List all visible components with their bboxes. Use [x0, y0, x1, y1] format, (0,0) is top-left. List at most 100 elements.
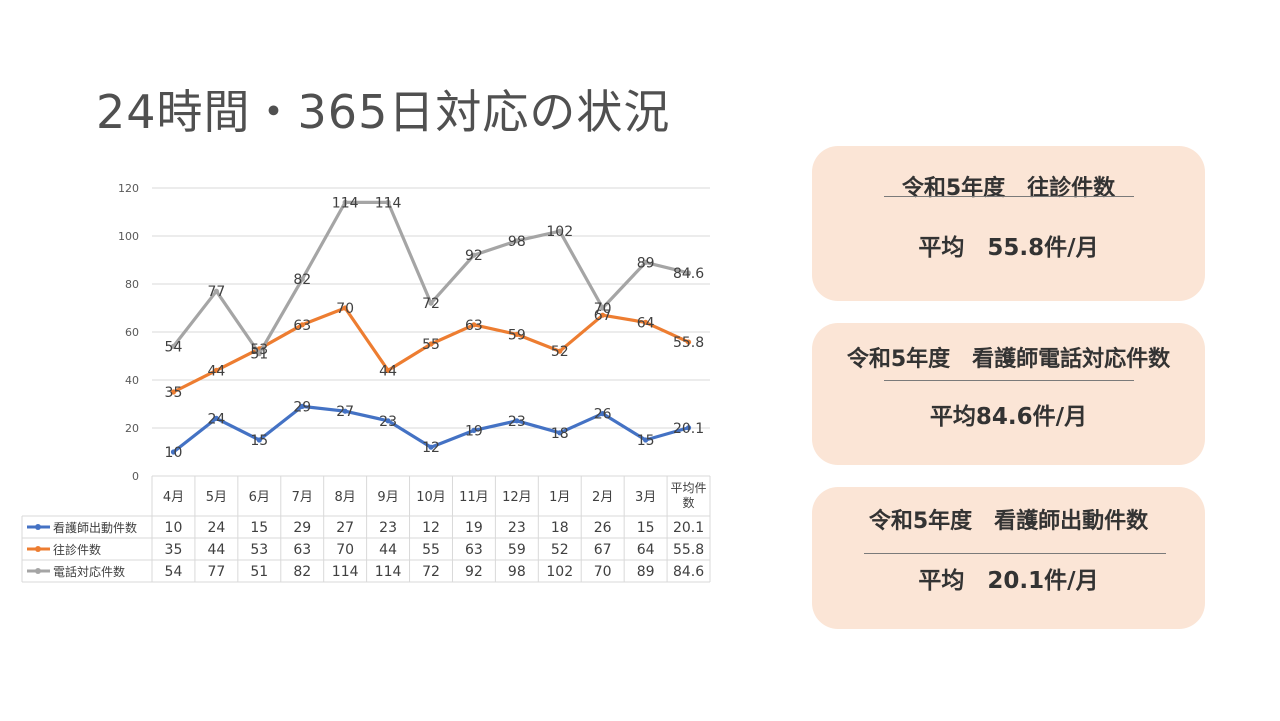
data-point [514, 418, 520, 424]
data-label: 114 [332, 195, 359, 211]
table-cell-value: 92 [465, 564, 483, 580]
data-label: 26 [594, 407, 612, 423]
data-point [600, 305, 606, 311]
data-point [170, 389, 177, 395]
table-cell-value: 26 [594, 520, 612, 536]
data-label: 44 [207, 363, 225, 379]
table-cell-value: 84.6 [673, 564, 704, 580]
data-point [299, 322, 305, 328]
table-cell-value: 23 [379, 520, 397, 536]
data-point [213, 288, 219, 294]
data-label: 72 [422, 296, 440, 312]
category-label: 8月 [335, 490, 356, 505]
data-label: 53 [250, 342, 268, 358]
house-call-card: 令和5年度 往診件数 平均 55.8件/月 [812, 146, 1205, 301]
page-title: 24時間・365日対応の状況 [96, 85, 671, 139]
legend-series-name: 電話対応件数 [53, 564, 125, 579]
legend-point-marker [35, 524, 41, 530]
table-cell-value: 24 [207, 520, 225, 536]
data-point [342, 305, 348, 311]
data-point [213, 415, 219, 421]
data-label: 52 [551, 344, 569, 360]
data-label: 92 [465, 248, 483, 264]
phone-call-card: 令和5年度 看護師電話対応件数 平均84.6件/月 [812, 323, 1205, 465]
data-label: 55.8 [673, 335, 704, 351]
table-cell-value: 52 [551, 542, 569, 558]
table-cell-value: 23 [508, 520, 526, 536]
data-point [299, 276, 305, 282]
data-point [557, 430, 563, 436]
data-label: 51 [250, 347, 268, 363]
data-point [428, 300, 434, 306]
y-tick-label: 120 [118, 182, 139, 195]
data-label: 12 [422, 440, 440, 456]
table-cell-value: 63 [465, 542, 483, 558]
data-label: 82 [293, 272, 311, 288]
house-call-card-value: 平均 55.8件/月 [918, 235, 1099, 261]
category-label: 2月 [592, 490, 613, 505]
data-point [685, 270, 692, 276]
y-tick-label: 60 [125, 326, 139, 339]
data-label: 15 [637, 433, 655, 449]
data-point [643, 437, 649, 443]
data-point [385, 199, 391, 205]
data-label: 114 [375, 195, 402, 211]
y-axis-ticks: 0 20 40 60 80 100 120 [118, 182, 139, 483]
legend-series-name: 往診件数 [53, 542, 101, 557]
table-cell-value: 55.8 [673, 542, 704, 558]
table-cell-value: 55 [422, 542, 440, 558]
category-label: 12月 [502, 490, 532, 505]
category-label: 1月 [549, 490, 570, 505]
data-label: 19 [465, 423, 483, 439]
table-cell-value: 10 [165, 520, 183, 536]
nurse-dispatch-card-divider [864, 553, 1166, 554]
table-cell-value: 70 [594, 564, 612, 580]
table-cell-value: 19 [465, 520, 483, 536]
data-label: 44 [379, 363, 397, 379]
data-point [256, 437, 262, 443]
category-label: 3月 [635, 490, 656, 505]
data-point [170, 449, 177, 455]
data-label: 70 [594, 301, 612, 317]
data-label: 98 [508, 234, 526, 250]
data-label: 54 [165, 339, 183, 355]
data-label: 102 [546, 224, 573, 240]
table-cell-value: 51 [250, 564, 268, 580]
data-label: 35 [165, 385, 183, 401]
y-tick-label: 40 [125, 374, 139, 387]
data-label: 18 [551, 426, 569, 442]
table-cell-value: 27 [336, 520, 354, 536]
data-point [600, 411, 606, 417]
category-label: 5月 [206, 490, 227, 505]
data-point [342, 199, 348, 205]
table-cell-value: 64 [637, 542, 655, 558]
data-label: 77 [207, 284, 225, 300]
data-label: 10 [165, 445, 183, 461]
table-cell-value: 63 [293, 542, 311, 558]
nurse-dispatch-card-value: 平均 20.1件/月 [918, 568, 1099, 594]
data-point [385, 367, 391, 373]
data-point [557, 348, 563, 354]
data-label: 55 [422, 337, 440, 353]
chart-gridlines [152, 187, 710, 477]
data-point [428, 341, 434, 347]
data-point [299, 403, 305, 409]
table-cell-value: 29 [293, 520, 311, 536]
data-label: 67 [594, 308, 612, 324]
data-point [685, 339, 692, 345]
category-label: 6月 [249, 490, 270, 505]
data-point [342, 408, 348, 414]
data-point [643, 319, 649, 325]
category-label: 7月 [292, 490, 313, 505]
data-point [471, 322, 477, 328]
table-cell-value: 53 [250, 542, 268, 558]
category-label: 11月 [459, 490, 489, 505]
data-label: 20.1 [673, 421, 704, 437]
house-call-card-divider [884, 196, 1134, 197]
series-lines [170, 199, 692, 455]
table-cell-value: 18 [551, 520, 569, 536]
category-label: 4月 [163, 490, 184, 505]
table-cell-value: 98 [508, 564, 526, 580]
y-tick-label: 20 [125, 422, 139, 435]
